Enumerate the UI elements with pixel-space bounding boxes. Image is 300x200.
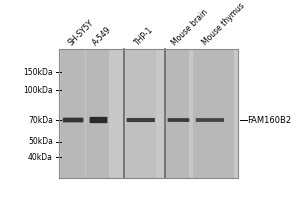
FancyBboxPatch shape	[193, 49, 234, 178]
FancyBboxPatch shape	[63, 118, 83, 122]
Text: 40kDa: 40kDa	[28, 153, 53, 162]
Text: THP-1: THP-1	[133, 25, 155, 47]
FancyBboxPatch shape	[86, 49, 109, 178]
Text: 70kDa: 70kDa	[28, 116, 53, 125]
FancyBboxPatch shape	[58, 49, 239, 178]
FancyBboxPatch shape	[127, 118, 155, 122]
Text: 150kDa: 150kDa	[23, 68, 53, 77]
FancyBboxPatch shape	[196, 118, 224, 122]
FancyBboxPatch shape	[168, 118, 189, 122]
Text: FAM160B2: FAM160B2	[247, 116, 291, 125]
FancyBboxPatch shape	[90, 117, 107, 123]
Text: Mouse brain: Mouse brain	[170, 8, 210, 47]
Text: SH-SY5Y: SH-SY5Y	[67, 18, 96, 47]
FancyBboxPatch shape	[61, 49, 85, 178]
Text: 50kDa: 50kDa	[28, 137, 53, 146]
Text: Mouse thymus: Mouse thymus	[201, 2, 247, 47]
FancyBboxPatch shape	[166, 49, 189, 178]
Text: A-549: A-549	[91, 25, 114, 47]
Text: 100kDa: 100kDa	[23, 86, 53, 95]
FancyBboxPatch shape	[126, 49, 156, 178]
